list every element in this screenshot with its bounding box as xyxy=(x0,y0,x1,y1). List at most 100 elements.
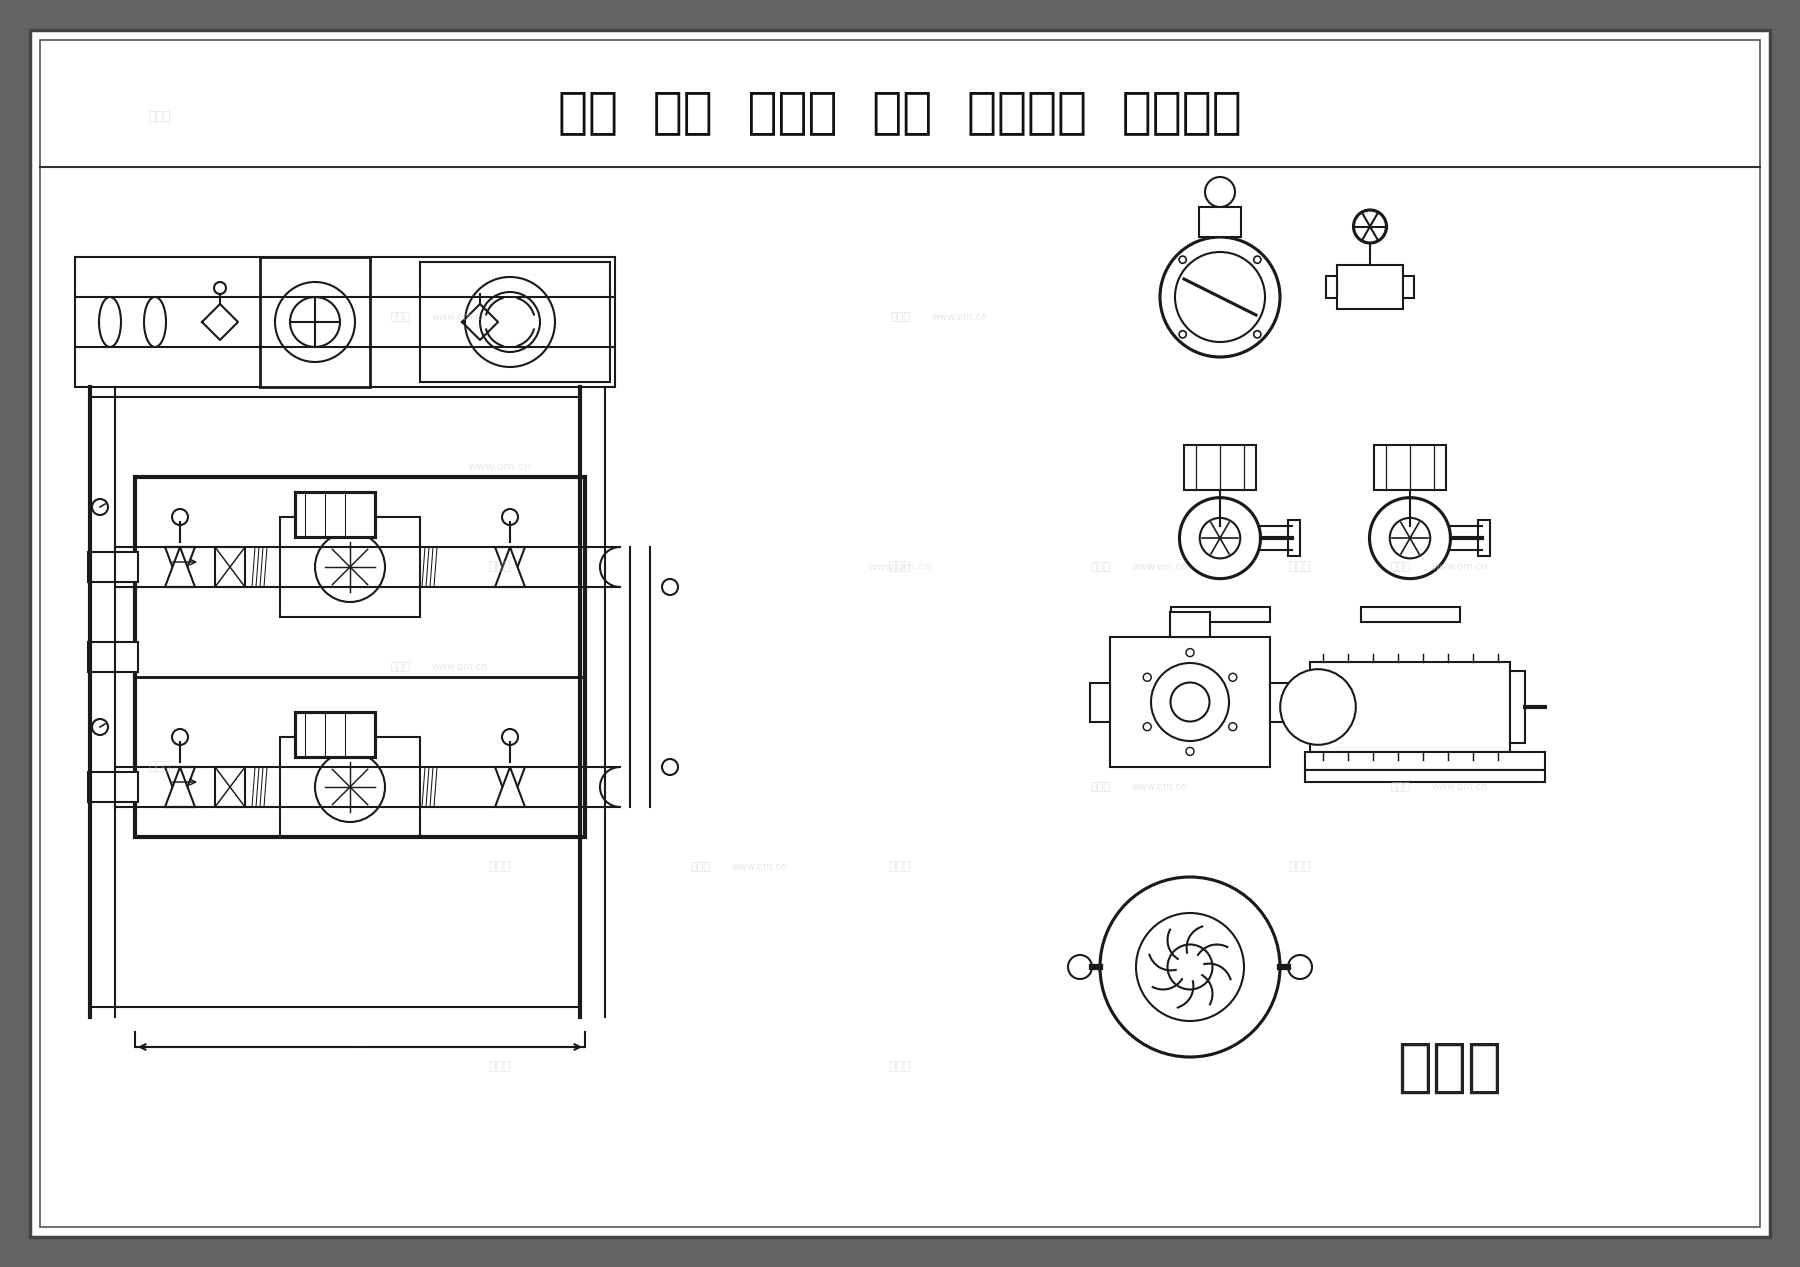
Circle shape xyxy=(1179,256,1186,264)
Bar xyxy=(425,291,436,352)
Polygon shape xyxy=(166,547,194,587)
Text: www.om.cn: www.om.cn xyxy=(432,661,488,672)
Circle shape xyxy=(1255,256,1262,264)
Text: 欧模网: 欧模网 xyxy=(889,860,911,873)
Bar xyxy=(419,262,610,381)
Circle shape xyxy=(481,291,540,352)
Circle shape xyxy=(92,499,108,514)
Circle shape xyxy=(275,283,355,362)
Bar xyxy=(1310,661,1510,753)
Circle shape xyxy=(662,759,679,775)
Text: 欧模网: 欧模网 xyxy=(1091,782,1111,792)
Polygon shape xyxy=(166,767,194,807)
Text: 水泵  管道  离心泵  电泵  工业器材  工业设备: 水泵 管道 离心泵 电泵 工业器材 工业设备 xyxy=(558,87,1242,136)
Circle shape xyxy=(662,579,679,595)
Circle shape xyxy=(1204,177,1235,207)
Circle shape xyxy=(173,729,187,745)
Circle shape xyxy=(1067,955,1093,979)
Bar xyxy=(1373,445,1445,490)
Text: 欧模网: 欧模网 xyxy=(1289,560,1310,574)
Text: www.om.cn: www.om.cn xyxy=(1433,563,1489,571)
Circle shape xyxy=(1179,331,1186,338)
Text: 欧模网: 欧模网 xyxy=(149,760,171,773)
Circle shape xyxy=(502,509,518,525)
Circle shape xyxy=(1370,498,1451,579)
Circle shape xyxy=(1159,237,1280,357)
Bar xyxy=(1402,276,1415,298)
Bar xyxy=(1361,607,1460,622)
Bar xyxy=(1199,207,1240,237)
Circle shape xyxy=(1136,914,1244,1021)
Circle shape xyxy=(92,718,108,735)
Bar xyxy=(583,291,596,352)
Ellipse shape xyxy=(144,296,166,347)
Circle shape xyxy=(315,532,385,602)
Bar xyxy=(1305,753,1544,770)
Circle shape xyxy=(1390,518,1431,559)
Bar xyxy=(1305,770,1544,782)
Text: www.om.cn: www.om.cn xyxy=(733,862,788,872)
Bar xyxy=(1111,637,1271,767)
Bar xyxy=(1510,672,1525,742)
Bar xyxy=(214,767,245,807)
Bar xyxy=(1170,612,1210,637)
Bar xyxy=(76,257,616,386)
Bar xyxy=(1327,276,1337,298)
Text: 欧模网: 欧模网 xyxy=(391,312,410,322)
Polygon shape xyxy=(495,767,526,807)
Text: 欧模网: 欧模网 xyxy=(1390,563,1409,571)
Bar xyxy=(1170,607,1269,622)
Bar xyxy=(214,547,245,587)
Circle shape xyxy=(1150,663,1229,741)
Polygon shape xyxy=(166,547,194,587)
Bar xyxy=(535,291,545,352)
Circle shape xyxy=(502,729,518,745)
Bar xyxy=(1287,521,1300,556)
Polygon shape xyxy=(166,767,194,807)
Circle shape xyxy=(1143,673,1152,682)
Circle shape xyxy=(315,753,385,822)
Text: www.om.cn: www.om.cn xyxy=(432,312,488,322)
Circle shape xyxy=(1229,673,1237,682)
Bar xyxy=(484,291,497,352)
Text: 欧模网: 欧模网 xyxy=(889,1060,911,1073)
Circle shape xyxy=(1186,649,1193,656)
Circle shape xyxy=(464,277,554,367)
Text: 欧模网: 欧模网 xyxy=(689,862,709,872)
Text: 欧模网: 欧模网 xyxy=(149,110,171,123)
Text: 欧模网: 欧模网 xyxy=(889,312,911,322)
Circle shape xyxy=(1168,944,1213,990)
Text: www.om.cn: www.om.cn xyxy=(1132,563,1188,571)
Ellipse shape xyxy=(99,296,121,347)
Text: www.om.cn: www.om.cn xyxy=(932,312,988,322)
Bar xyxy=(135,476,585,837)
Circle shape xyxy=(1201,518,1240,559)
Circle shape xyxy=(1179,498,1260,579)
Circle shape xyxy=(1289,955,1312,979)
Polygon shape xyxy=(495,767,526,807)
Polygon shape xyxy=(495,547,526,587)
Circle shape xyxy=(1143,722,1152,731)
Circle shape xyxy=(473,283,486,294)
Circle shape xyxy=(1229,722,1237,731)
Bar xyxy=(1184,445,1256,490)
Text: 欧模网: 欧模网 xyxy=(1397,1039,1503,1096)
Circle shape xyxy=(1354,210,1386,243)
Text: 欧模网: 欧模网 xyxy=(1390,782,1409,792)
Bar xyxy=(1091,683,1111,721)
Text: 欧模网: 欧模网 xyxy=(490,860,511,873)
Text: 欧模网: 欧模网 xyxy=(490,560,511,574)
Circle shape xyxy=(1170,683,1210,721)
Text: 欧模网: 欧模网 xyxy=(1289,860,1310,873)
Bar xyxy=(88,642,139,672)
Polygon shape xyxy=(495,547,526,587)
Text: 欧模网: 欧模网 xyxy=(1091,563,1111,571)
Circle shape xyxy=(1280,669,1355,745)
Circle shape xyxy=(214,283,227,294)
Circle shape xyxy=(1186,748,1193,755)
Text: www.om.cn: www.om.cn xyxy=(468,462,533,473)
Bar xyxy=(295,712,374,756)
Bar xyxy=(88,772,139,802)
Text: 欧模网: 欧模网 xyxy=(490,1060,511,1073)
Bar xyxy=(1337,265,1402,309)
